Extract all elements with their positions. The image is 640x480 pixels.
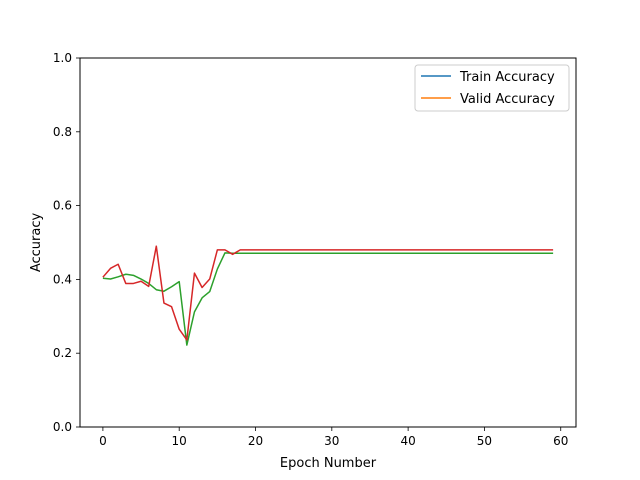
x-axis: 0 10 20 30 40 50 60 [99,427,568,448]
x-tick-label: 20 [248,434,263,448]
legend-label-train: Train Accuracy [459,70,555,85]
series-line-1 [102,245,554,341]
y-tick-label: 1.0 [53,51,72,65]
y-axis: 0.0 0.2 0.4 0.6 0.8 1.0 [53,51,80,434]
x-tick-label: 30 [324,434,339,448]
x-tick-label: 10 [172,434,187,448]
legend-box [414,64,570,112]
x-tick-label: 50 [477,434,492,448]
y-axis-label: Accuracy [29,213,44,273]
series-layer [102,245,554,346]
y-tick-label: 0.4 [53,272,72,286]
legend-label-valid: Valid Accuracy [460,92,555,107]
x-tick-label: 60 [553,434,568,448]
legend: Train Accuracy Valid Accuracy [414,64,570,112]
x-tick-label: 40 [400,434,415,448]
plot-frame [79,57,577,428]
y-tick-label: 0.2 [53,346,72,360]
y-tick-label: 0.6 [53,199,72,213]
y-tick-label: 0.0 [53,420,72,434]
x-axis-label: Epoch Number [280,456,377,471]
x-tick-label: 0 [99,434,107,448]
series-line-0 [102,252,554,346]
y-tick-label: 0.8 [53,125,72,139]
